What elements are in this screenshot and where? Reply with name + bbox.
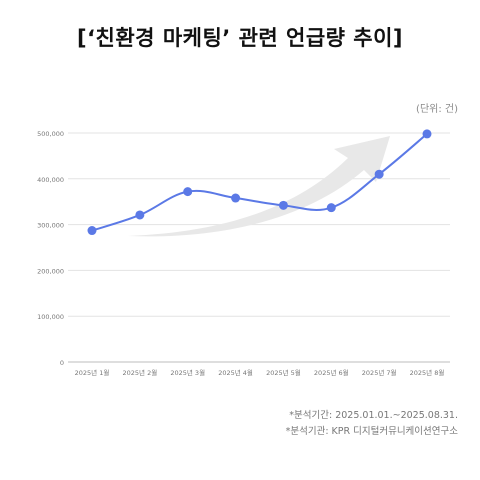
unit-label: (단위: 건) [416, 104, 458, 115]
footnotes: *분석기간: 2025.01.01.~2025.08.31. *분석기관: KP… [286, 408, 458, 440]
x-tick-label: 2025년 3월 [170, 368, 205, 377]
data-point [135, 210, 145, 220]
x-tick-label: 2025년 2월 [122, 368, 157, 377]
x-axis-ticks: 2025년 1월 2025년 2월 2025년 3월 2025년 4월 2025년 5월… [75, 368, 445, 377]
grid-lines [68, 132, 450, 363]
data-point [87, 226, 97, 236]
series-layer [91, 133, 428, 232]
y-tick-label: 300,000 [37, 222, 64, 230]
analysis-period: *분석기간: 2025.01.01.~2025.08.31. [289, 410, 458, 421]
y-tick-label: 500,000 [37, 130, 64, 138]
analysis-source: *분석기관: KPR 디지털커뮤니케이션연구소 [285, 426, 458, 437]
chart-title: [‘친환경 마케팅’ 관련 언급량 추이] [76, 26, 404, 50]
y-tick-label: 200,000 [37, 267, 64, 275]
data-point [231, 193, 241, 203]
y-axis-ticks: 0 100,000 200,000 300,000 400,000 500,000 [37, 130, 64, 367]
x-tick-label: 2025년 1월 [75, 368, 110, 377]
trend-arrow-shape [128, 136, 390, 237]
data-point [183, 187, 193, 197]
x-tick-label: 2025년 4월 [218, 368, 253, 377]
data-point [422, 129, 432, 139]
x-tick-label: 2025년 8월 [410, 368, 445, 377]
y-tick-label: 0 [60, 359, 64, 367]
x-tick-label: 2025년 5월 [266, 368, 301, 377]
data-point [374, 169, 384, 179]
trend-arrow [128, 136, 390, 237]
data-point [326, 203, 336, 213]
x-tick-label: 2025년 7월 [362, 368, 397, 377]
data-point [278, 200, 288, 210]
x-tick-label: 2025년 6월 [314, 368, 349, 377]
y-tick-label: 400,000 [37, 176, 64, 184]
series-line [91, 133, 428, 232]
y-tick-label: 100,000 [37, 313, 64, 321]
data-points [87, 129, 432, 236]
